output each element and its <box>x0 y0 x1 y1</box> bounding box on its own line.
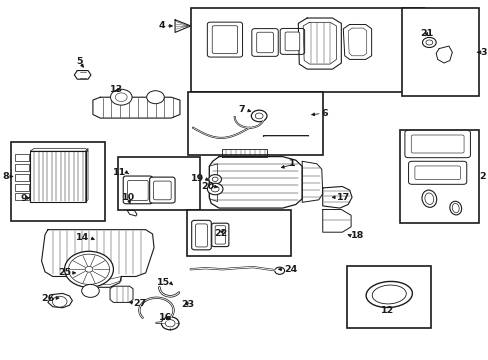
Text: 10: 10 <box>122 193 134 202</box>
Ellipse shape <box>207 183 223 195</box>
FancyBboxPatch shape <box>191 220 211 250</box>
Bar <box>190 8 424 92</box>
Text: 14: 14 <box>76 233 89 242</box>
Ellipse shape <box>165 320 175 327</box>
Ellipse shape <box>424 193 433 204</box>
Ellipse shape <box>52 296 67 307</box>
Ellipse shape <box>422 37 435 48</box>
Text: 11: 11 <box>113 167 126 176</box>
Ellipse shape <box>421 190 436 207</box>
Ellipse shape <box>371 285 406 304</box>
FancyBboxPatch shape <box>212 26 237 53</box>
Text: 17: 17 <box>336 193 349 202</box>
Text: 25: 25 <box>58 269 71 277</box>
FancyBboxPatch shape <box>215 226 225 244</box>
Text: 26: 26 <box>41 293 55 302</box>
Bar <box>15 184 29 191</box>
Bar <box>15 193 29 200</box>
Text: 9: 9 <box>20 194 27 202</box>
Ellipse shape <box>366 282 411 307</box>
FancyBboxPatch shape <box>410 135 463 153</box>
Text: 7: 7 <box>238 105 245 114</box>
Ellipse shape <box>68 254 109 284</box>
Ellipse shape <box>110 89 132 105</box>
Bar <box>15 174 29 181</box>
Ellipse shape <box>64 251 113 287</box>
Bar <box>186 210 290 256</box>
FancyBboxPatch shape <box>127 180 148 201</box>
Ellipse shape <box>208 175 221 184</box>
FancyBboxPatch shape <box>153 181 171 200</box>
Ellipse shape <box>449 201 461 215</box>
Text: 18: 18 <box>350 231 364 240</box>
Text: 13: 13 <box>110 85 122 94</box>
FancyBboxPatch shape <box>285 32 299 51</box>
Bar <box>30 151 85 202</box>
FancyBboxPatch shape <box>408 161 466 184</box>
Text: 4: 4 <box>158 21 165 30</box>
Bar <box>15 164 29 171</box>
Text: 5: 5 <box>76 57 83 66</box>
Ellipse shape <box>274 267 284 274</box>
Text: 20: 20 <box>201 182 214 191</box>
Text: 21: 21 <box>419 29 432 37</box>
Text: 8: 8 <box>2 172 9 181</box>
Text: 24: 24 <box>284 265 297 274</box>
FancyBboxPatch shape <box>207 22 242 57</box>
FancyBboxPatch shape <box>123 176 152 204</box>
Ellipse shape <box>212 177 218 181</box>
Ellipse shape <box>255 113 263 119</box>
Text: 16: 16 <box>158 313 172 322</box>
Bar <box>188 92 322 155</box>
Text: 12: 12 <box>380 306 393 315</box>
Ellipse shape <box>81 284 99 297</box>
Text: 3: 3 <box>479 48 486 57</box>
Text: 19: 19 <box>191 174 204 183</box>
Bar <box>401 8 478 96</box>
Text: 6: 6 <box>321 109 328 118</box>
Ellipse shape <box>211 186 219 192</box>
Bar <box>118 157 200 210</box>
Bar <box>346 266 430 328</box>
FancyBboxPatch shape <box>280 28 304 54</box>
Text: 23: 23 <box>182 300 194 309</box>
Ellipse shape <box>85 266 93 272</box>
Text: 22: 22 <box>214 229 227 238</box>
FancyBboxPatch shape <box>211 223 228 247</box>
Text: 2: 2 <box>478 172 485 181</box>
FancyBboxPatch shape <box>251 29 278 56</box>
FancyBboxPatch shape <box>256 32 273 53</box>
Text: 27: 27 <box>133 298 146 307</box>
FancyBboxPatch shape <box>414 166 460 180</box>
Ellipse shape <box>451 203 458 213</box>
Ellipse shape <box>115 93 127 102</box>
FancyBboxPatch shape <box>149 177 175 203</box>
Bar <box>399 130 478 223</box>
Ellipse shape <box>425 40 432 45</box>
Ellipse shape <box>146 91 164 104</box>
Bar <box>11 142 105 221</box>
Ellipse shape <box>161 317 179 330</box>
FancyBboxPatch shape <box>195 224 207 247</box>
Ellipse shape <box>251 110 266 122</box>
Bar <box>15 154 29 161</box>
Text: 15: 15 <box>157 278 170 287</box>
Text: 1: 1 <box>288 159 295 168</box>
FancyBboxPatch shape <box>404 130 469 158</box>
